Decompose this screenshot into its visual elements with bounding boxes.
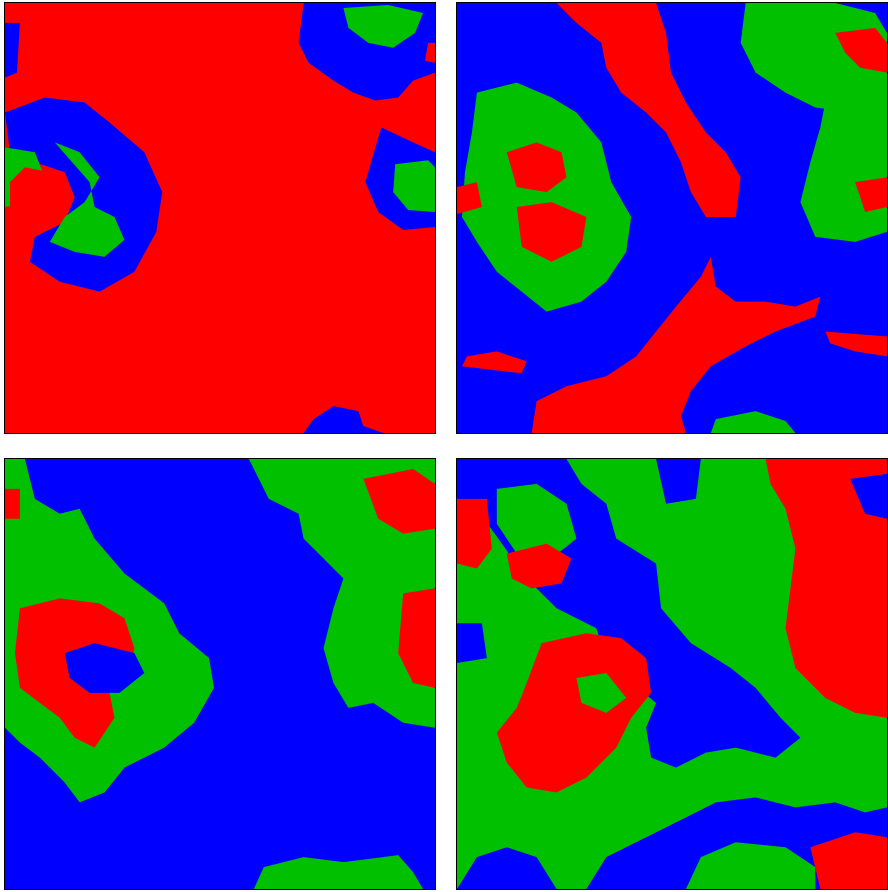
lattice-panel-3 <box>4 458 436 890</box>
lattice-image-1 <box>5 3 435 433</box>
lattice-image-2 <box>457 3 887 433</box>
lattice-image-3 <box>5 459 435 889</box>
lattice-panel-1 <box>4 2 436 434</box>
lattice-image-4 <box>457 459 887 889</box>
lattice-panel-2 <box>456 2 888 434</box>
lattice-panel-4 <box>456 458 888 890</box>
